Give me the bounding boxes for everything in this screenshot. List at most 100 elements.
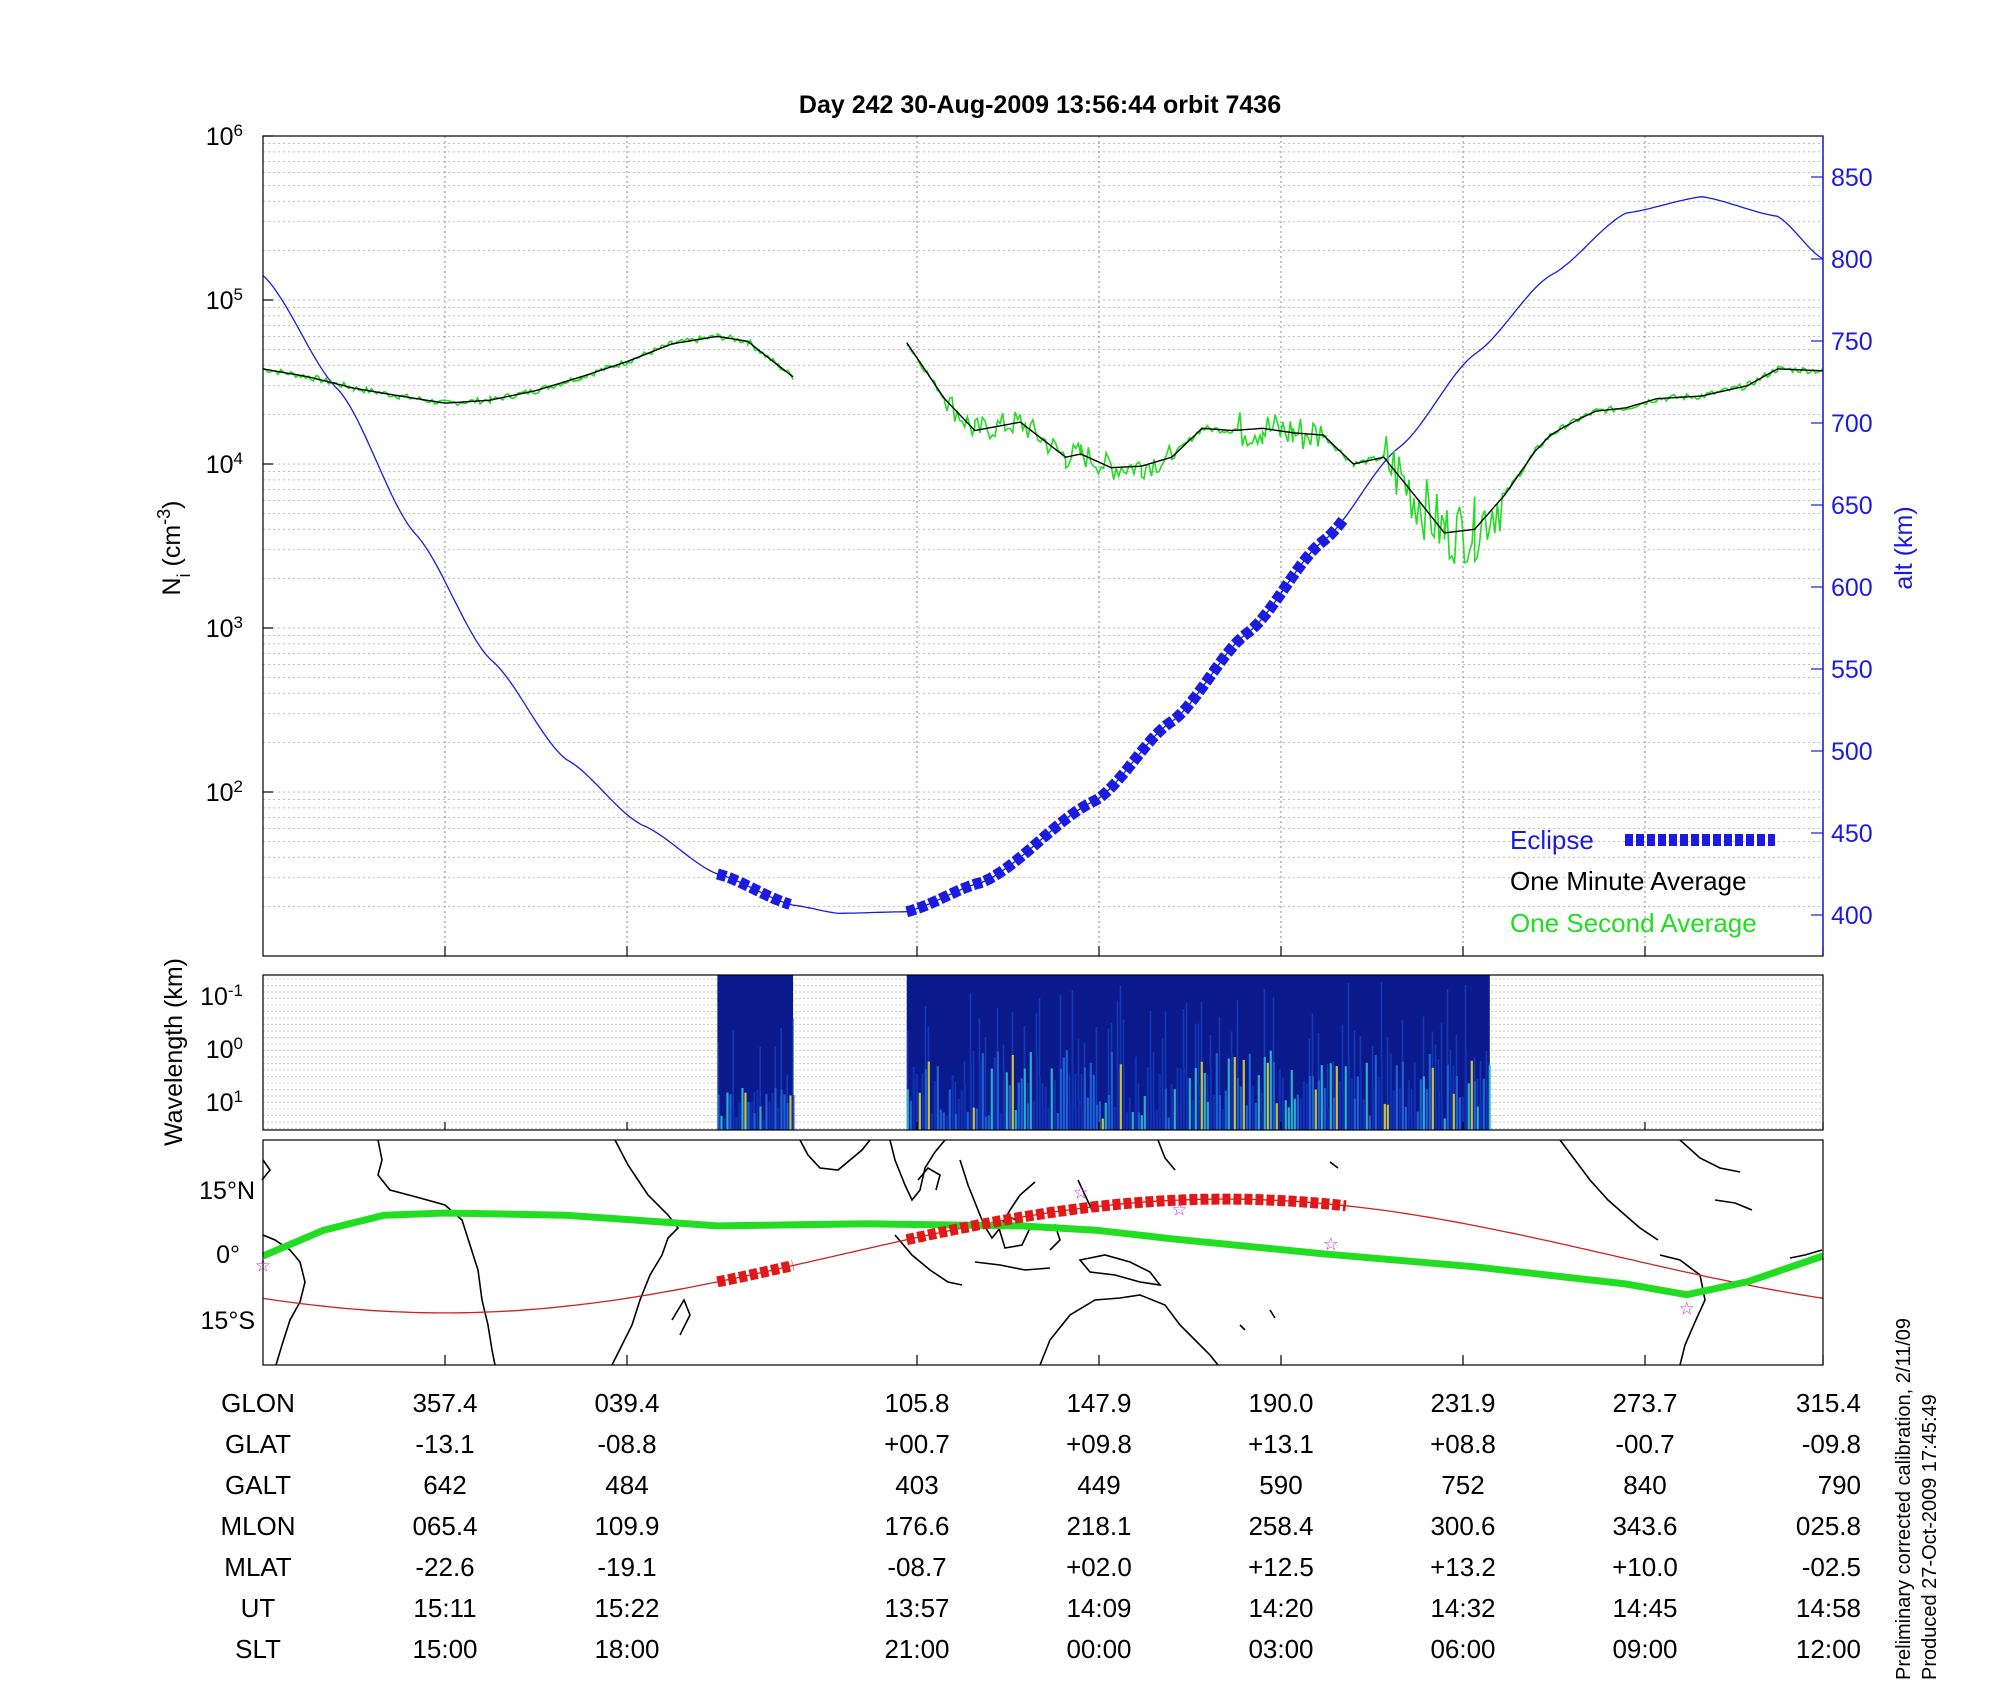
table-cell: -09.8 xyxy=(1802,1429,1861,1459)
one-minute-average-line xyxy=(262,335,1824,534)
spectrogram-panel: 10-1 100 101 Wavelength (km) xyxy=(160,958,1824,1146)
altitude-tick-label: 850 xyxy=(1831,164,1873,192)
table-cell: -08.7 xyxy=(887,1552,946,1582)
legend-second-label: One Second Average xyxy=(1510,908,1757,938)
altitude-tick-label: 400 xyxy=(1831,902,1873,930)
wavelength-tick-label: 10-1 xyxy=(200,981,243,1012)
table-cell: 03:00 xyxy=(1248,1634,1313,1664)
altitude-tick-label: 650 xyxy=(1831,492,1873,520)
altitude-tick-label: 500 xyxy=(1831,738,1873,766)
table-cell: 039.4 xyxy=(594,1388,659,1418)
table-cell: 15:11 xyxy=(413,1593,476,1623)
density-tick-label: 105 xyxy=(206,285,243,316)
table-cell: 484 xyxy=(605,1470,648,1500)
table-row-label: UT xyxy=(241,1593,276,1623)
star-marker: ☆ xyxy=(1679,1299,1695,1319)
wavelength-tick-label: 100 xyxy=(206,1034,243,1065)
table-cell: 300.6 xyxy=(1430,1511,1495,1541)
density-tick-label: 103 xyxy=(206,613,243,644)
table-row-label: GALT xyxy=(225,1470,291,1500)
map-lat-label-15n: 15°N xyxy=(199,1177,255,1205)
legend: Eclipse One Minute Average One Second Av… xyxy=(1510,825,1775,938)
altitude-tick-label: 450 xyxy=(1831,820,1873,848)
table-cell: 14:20 xyxy=(1248,1593,1313,1623)
table-cell: 403 xyxy=(895,1470,938,1500)
table-cell: 13:57 xyxy=(884,1593,949,1623)
table-cell: 06:00 xyxy=(1430,1634,1495,1664)
footnote: Preliminary corrected calibration, 2/11/… xyxy=(1893,1318,1941,1680)
table-cell: 343.6 xyxy=(1612,1511,1677,1541)
density-panel: 102 103 104 105 106 400 450 500 550 600 650 700 750… xyxy=(154,121,1918,957)
produced-note: Produced 27-Oct-2009 17:45:49 xyxy=(1919,1394,1941,1680)
altitude-tick-label: 700 xyxy=(1831,410,1873,438)
legend-eclipse-label: Eclipse xyxy=(1510,825,1594,855)
star-marker: ☆ xyxy=(1073,1183,1089,1203)
map-eclipse-segment xyxy=(716,1260,795,1288)
table-cell: +13.2 xyxy=(1430,1552,1496,1582)
table-cell: 231.9 xyxy=(1430,1388,1495,1418)
table-row-label: GLAT xyxy=(225,1429,291,1459)
table-cell: 190.0 xyxy=(1248,1388,1313,1418)
table-cell: 315.4 xyxy=(1796,1388,1861,1418)
altitude-tick-label: 750 xyxy=(1831,328,1873,356)
table-cell: 025.8 xyxy=(1796,1511,1861,1541)
map-eclipse-segments xyxy=(716,1193,1347,1288)
map-lat-label-15s: 15°S xyxy=(201,1307,255,1335)
table-cell: +09.8 xyxy=(1066,1429,1132,1459)
coastlines xyxy=(261,1139,1823,1366)
density-tick-label: 102 xyxy=(206,777,243,808)
table-cell: 18:00 xyxy=(594,1634,659,1664)
density-axis-label: Ni (cm-3) xyxy=(154,500,194,595)
table-cell: 14:32 xyxy=(1430,1593,1495,1623)
map-lat-label-0: 0° xyxy=(216,1241,240,1269)
map-panel: ☆☆☆☆☆ 15°N 0° 15°S xyxy=(199,1139,1825,1366)
wavelength-axis-label: Wavelength (km) xyxy=(160,958,188,1146)
table-row-label: SLT xyxy=(235,1634,281,1664)
table-cell: +13.1 xyxy=(1248,1429,1314,1459)
table-cell: 790 xyxy=(1818,1470,1861,1500)
density-tick-label: 106 xyxy=(206,121,243,152)
table-cell: 840 xyxy=(1623,1470,1666,1500)
table-cell: +08.8 xyxy=(1430,1429,1496,1459)
table-cell: 752 xyxy=(1441,1470,1484,1500)
table-cell: 273.7 xyxy=(1612,1388,1677,1418)
table-cell: 109.9 xyxy=(594,1511,659,1541)
table-cell: -08.8 xyxy=(597,1429,656,1459)
table-cell: +00.7 xyxy=(884,1429,950,1459)
density-tick-label: 104 xyxy=(206,449,243,480)
table-cell: -13.1 xyxy=(415,1429,474,1459)
chart-title: Day 242 30-Aug-2009 13:56:44 orbit 7436 xyxy=(799,91,1281,119)
table-cell: +02.0 xyxy=(1066,1552,1132,1582)
table-cell: 357.4 xyxy=(412,1388,477,1418)
dip-equator-track xyxy=(261,1209,1825,1299)
table-cell: 15:22 xyxy=(594,1593,659,1623)
eclipse-segments xyxy=(715,516,1348,918)
table-row-label: MLON xyxy=(220,1511,295,1541)
table-cell: +10.0 xyxy=(1612,1552,1678,1582)
table-cell: -02.5 xyxy=(1802,1552,1861,1582)
star-marker: ☆ xyxy=(1323,1234,1339,1254)
table-cell: 258.4 xyxy=(1248,1511,1313,1541)
map-markers: ☆☆☆☆☆ xyxy=(255,1183,1695,1319)
table-cell: 642 xyxy=(423,1470,466,1500)
table-row-label: GLON xyxy=(221,1388,295,1418)
altitude-tick-label: 550 xyxy=(1831,656,1873,684)
table-cell: 218.1 xyxy=(1066,1511,1131,1541)
table-cell: 15:00 xyxy=(412,1634,477,1664)
eclipse-segment xyxy=(715,868,792,910)
table-cell: +12.5 xyxy=(1248,1552,1314,1582)
table-cell: 147.9 xyxy=(1066,1388,1131,1418)
table-cell: 00:00 xyxy=(1066,1634,1131,1664)
calibration-note: Preliminary corrected calibration, 2/11/… xyxy=(1893,1318,1915,1680)
table-cell: 176.6 xyxy=(884,1511,949,1541)
table-cell: 14:45 xyxy=(1612,1593,1677,1623)
map-eclipse-segment xyxy=(905,1193,1347,1246)
wavelength-tick-label: 101 xyxy=(206,1087,243,1118)
table-cell: 449 xyxy=(1077,1470,1120,1500)
legend-minute-label: One Minute Average xyxy=(1510,866,1747,896)
table-cell: 065.4 xyxy=(412,1511,477,1541)
table-cell: 09:00 xyxy=(1612,1634,1677,1664)
table-cell: 14:09 xyxy=(1066,1593,1131,1623)
altitude-axis-label: alt (km) xyxy=(1890,506,1918,589)
